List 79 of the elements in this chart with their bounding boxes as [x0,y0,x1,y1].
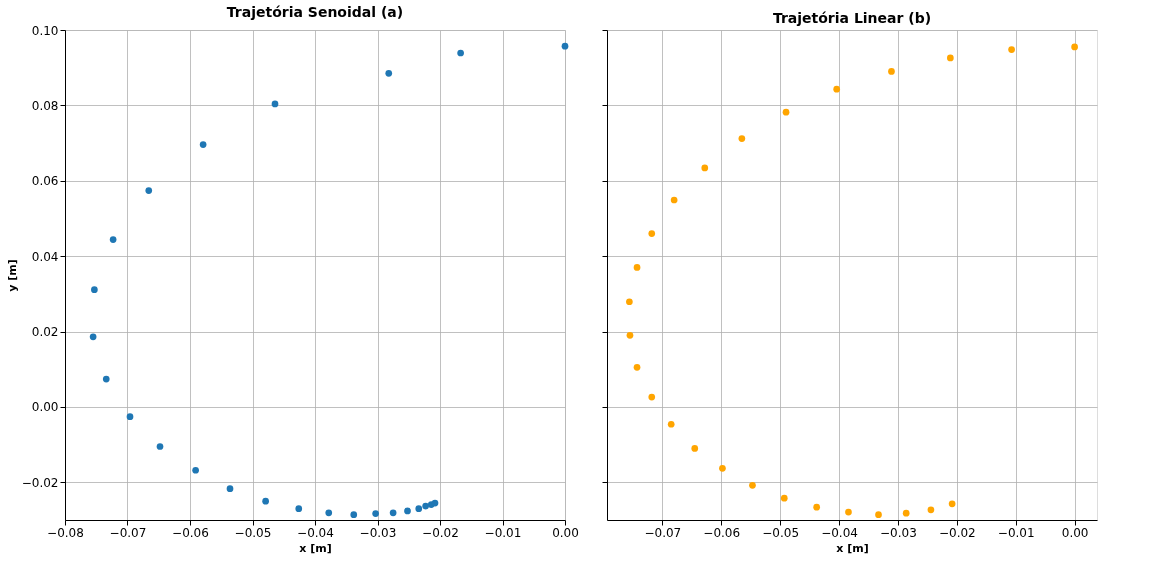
x-tick-label: −0.08 [47,525,84,540]
point [126,413,134,421]
x-tick-label: −0.06 [703,525,741,540]
point [325,509,333,517]
point [813,503,821,511]
x-tick-label: 0.00 [1061,525,1089,540]
x-tick-label: −0.05 [234,525,272,540]
point [1008,46,1015,53]
x-tick-label: −0.05 [762,525,800,540]
point [156,443,164,450]
point [670,196,678,204]
point [780,494,788,502]
point [262,497,269,505]
point [875,511,882,519]
point [431,499,439,507]
point [226,485,234,493]
y-tick-label: −0.02 [21,475,59,490]
point [845,508,852,516]
point [738,135,746,142]
point [89,333,97,341]
point [948,500,956,508]
point [389,509,397,517]
point [109,236,117,243]
y-tick-label: 0.02 [31,325,59,340]
x-tick-label: −0.03 [880,525,917,540]
y-tick-label: 0.10 [31,23,59,38]
point [561,42,569,50]
point [192,466,199,474]
point [927,506,935,514]
x-tick-label: −0.01 [484,525,522,540]
point [626,298,633,306]
x-tick-label: −0.07 [644,525,682,540]
point [404,507,411,515]
point [626,331,634,339]
x-tick-label: −0.03 [359,525,397,540]
chart-title: Trajetória Linear (b) [772,9,932,26]
point [691,445,699,452]
x-tick-label: −0.02 [938,525,976,540]
point [902,509,910,517]
x-tick-label: −0.06 [172,525,209,540]
point [648,393,656,401]
x-axis-title: x [m] [299,541,332,555]
point [667,420,675,428]
y-axis-title: y [m] [5,259,19,292]
point [271,100,279,108]
point [145,187,153,194]
point [295,505,303,513]
y-tick-label: 0.00 [31,400,59,415]
point [1071,43,1078,51]
x-tick-label: −0.07 [109,525,147,540]
y-tick-label: 0.06 [31,174,59,189]
point [457,49,464,57]
point [633,364,641,371]
point [422,502,429,510]
x-tick-label: −0.04 [297,525,334,540]
x-tick-label: −0.02 [422,525,459,540]
point [701,164,709,172]
point [372,510,379,517]
point [947,54,954,62]
x-tick-label: 0.00 [552,525,579,540]
x-tick-label: −0.04 [821,525,858,540]
point [102,375,110,383]
point [719,465,726,472]
point [199,141,207,148]
point [833,85,841,93]
point [749,481,756,489]
point [888,68,895,75]
point [648,230,656,237]
point [415,505,423,513]
point [633,264,641,271]
y-tick-label: 0.08 [31,98,59,113]
point [350,511,358,519]
y-tick-label: 0.04 [31,249,59,264]
point [91,286,98,294]
x-axis-title: x [m] [836,541,869,555]
point [385,70,393,77]
chart-title: Trajetória Senoidal (a) [226,4,404,20]
x-tick-label: −0.01 [997,525,1035,540]
point [782,108,790,116]
